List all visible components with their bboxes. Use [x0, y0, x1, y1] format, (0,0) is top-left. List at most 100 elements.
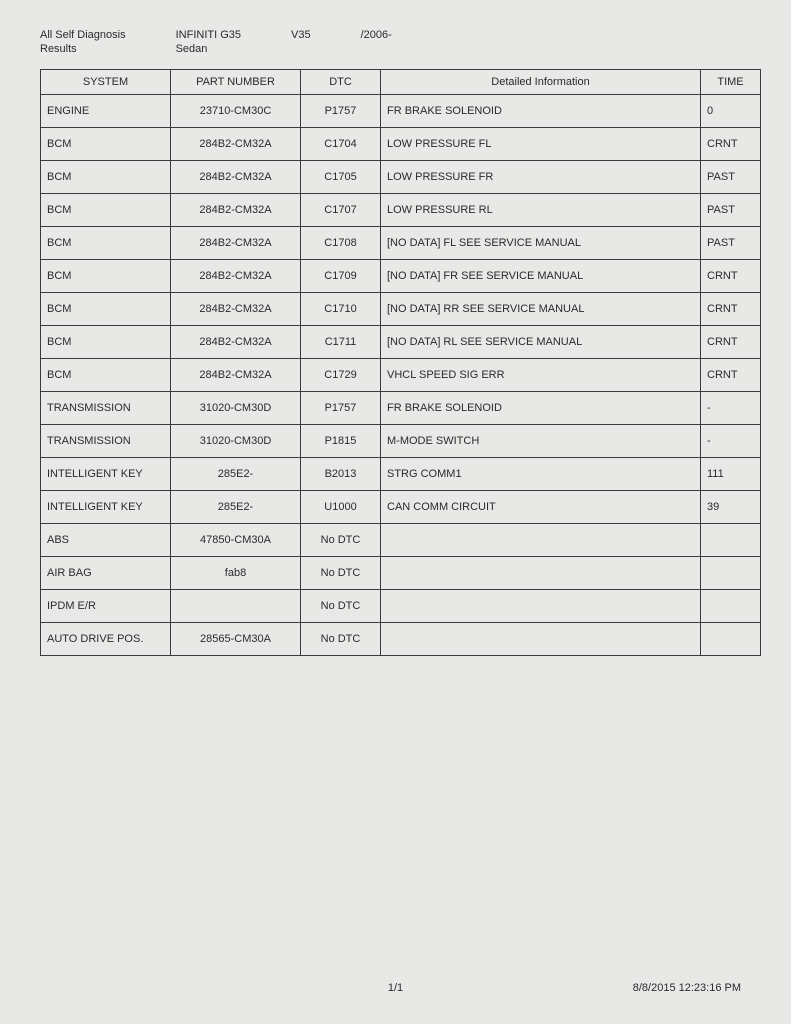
cell-part: 285E2-	[171, 457, 301, 490]
cell-part: fab8	[171, 556, 301, 589]
cell-time: PAST	[701, 226, 761, 259]
table-row: TRANSMISSION31020-CM30DP1815M-MODE SWITC…	[41, 424, 761, 457]
cell-part: 284B2-CM32A	[171, 160, 301, 193]
cell-dtc: C1709	[301, 259, 381, 292]
cell-time: 0	[701, 94, 761, 127]
title-line1: All Self Diagnosis	[40, 28, 126, 42]
cell-time: CRNT	[701, 292, 761, 325]
report-header: All Self Diagnosis Results INFINITI G35 …	[40, 28, 761, 57]
cell-dtc: B2013	[301, 457, 381, 490]
table-row: IPDM E/R No DTC	[41, 589, 761, 622]
cell-part: 284B2-CM32A	[171, 292, 301, 325]
cell-detail: LOW PRESSURE FR	[381, 160, 701, 193]
cell-system: AUTO DRIVE POS.	[41, 622, 171, 655]
cell-time: -	[701, 391, 761, 424]
diagnosis-table: SYSTEM PART NUMBER DTC Detailed Informat…	[40, 69, 761, 656]
cell-system: BCM	[41, 127, 171, 160]
table-row: AIR BAGfab8No DTC	[41, 556, 761, 589]
table-row: BCM284B2-CM32AC1710[NO DATA] RR SEE SERV…	[41, 292, 761, 325]
report-footer: 1/1 8/8/2015 12:23:16 PM	[0, 982, 791, 994]
cell-detail	[381, 523, 701, 556]
col-header-dtc: DTC	[301, 69, 381, 94]
cell-system: TRANSMISSION	[41, 391, 171, 424]
cell-system: IPDM E/R	[41, 589, 171, 622]
title-line2: Results	[40, 42, 126, 56]
vehicle-code-group: V35	[291, 28, 311, 57]
cell-detail: FR BRAKE SOLENOID	[381, 94, 701, 127]
cell-system: BCM	[41, 292, 171, 325]
print-timestamp: 8/8/2015 12:23:16 PM	[633, 982, 741, 994]
table-body: ENGINE23710-CM30CP1757FR BRAKE SOLENOID0…	[41, 94, 761, 655]
cell-time	[701, 589, 761, 622]
col-header-detail: Detailed Information	[381, 69, 701, 94]
cell-system: INTELLIGENT KEY	[41, 490, 171, 523]
cell-system: BCM	[41, 358, 171, 391]
cell-time: CRNT	[701, 358, 761, 391]
cell-part: 284B2-CM32A	[171, 193, 301, 226]
cell-time	[701, 556, 761, 589]
cell-part: 31020-CM30D	[171, 391, 301, 424]
vehicle-make: INFINITI G35	[176, 28, 241, 42]
cell-time: 39	[701, 490, 761, 523]
cell-detail: LOW PRESSURE RL	[381, 193, 701, 226]
table-row: BCM284B2-CM32AC1704LOW PRESSURE FLCRNT	[41, 127, 761, 160]
cell-detail: [NO DATA] FR SEE SERVICE MANUAL	[381, 259, 701, 292]
cell-dtc: U1000	[301, 490, 381, 523]
cell-time: PAST	[701, 160, 761, 193]
vehicle-year: /2006-	[361, 28, 392, 42]
cell-system: AIR BAG	[41, 556, 171, 589]
cell-detail: [NO DATA] RR SEE SERVICE MANUAL	[381, 292, 701, 325]
cell-time: 111	[701, 457, 761, 490]
table-row: BCM284B2-CM32AC1708[NO DATA] FL SEE SERV…	[41, 226, 761, 259]
vehicle-body: Sedan	[176, 42, 241, 56]
cell-part: 28565-CM30A	[171, 622, 301, 655]
cell-detail: FR BRAKE SOLENOID	[381, 391, 701, 424]
cell-system: BCM	[41, 193, 171, 226]
table-row: ENGINE23710-CM30CP1757FR BRAKE SOLENOID0	[41, 94, 761, 127]
cell-detail: LOW PRESSURE FL	[381, 127, 701, 160]
cell-dtc: C1705	[301, 160, 381, 193]
cell-detail	[381, 589, 701, 622]
table-row: AUTO DRIVE POS.28565-CM30ANo DTC	[41, 622, 761, 655]
table-row: BCM284B2-CM32AC1707LOW PRESSURE RLPAST	[41, 193, 761, 226]
cell-system: TRANSMISSION	[41, 424, 171, 457]
table-row: INTELLIGENT KEY285E2-U1000CAN COMM CIRCU…	[41, 490, 761, 523]
cell-part: 284B2-CM32A	[171, 127, 301, 160]
cell-system: INTELLIGENT KEY	[41, 457, 171, 490]
cell-time: CRNT	[701, 127, 761, 160]
vehicle-code: V35	[291, 28, 311, 42]
cell-part: 284B2-CM32A	[171, 259, 301, 292]
cell-dtc: No DTC	[301, 622, 381, 655]
cell-dtc: C1711	[301, 325, 381, 358]
cell-part: 285E2-	[171, 490, 301, 523]
cell-time	[701, 523, 761, 556]
cell-system: ABS	[41, 523, 171, 556]
cell-time: CRNT	[701, 259, 761, 292]
cell-time	[701, 622, 761, 655]
table-row: BCM284B2-CM32AC1711[NO DATA] RL SEE SERV…	[41, 325, 761, 358]
table-row: BCM284B2-CM32AC1729VHCL SPEED SIG ERRCRN…	[41, 358, 761, 391]
cell-dtc: No DTC	[301, 523, 381, 556]
cell-part: 23710-CM30C	[171, 94, 301, 127]
table-row: BCM284B2-CM32AC1709[NO DATA] FR SEE SERV…	[41, 259, 761, 292]
cell-detail: VHCL SPEED SIG ERR	[381, 358, 701, 391]
report-title: All Self Diagnosis Results	[40, 28, 126, 57]
cell-dtc: C1708	[301, 226, 381, 259]
cell-dtc: C1704	[301, 127, 381, 160]
cell-detail: M-MODE SWITCH	[381, 424, 701, 457]
cell-detail	[381, 622, 701, 655]
cell-system: ENGINE	[41, 94, 171, 127]
cell-dtc: No DTC	[301, 589, 381, 622]
cell-time: -	[701, 424, 761, 457]
table-header-row: SYSTEM PART NUMBER DTC Detailed Informat…	[41, 69, 761, 94]
table-row: INTELLIGENT KEY285E2-B2013STRG COMM1111	[41, 457, 761, 490]
table-row: ABS47850-CM30ANo DTC	[41, 523, 761, 556]
cell-dtc: P1757	[301, 94, 381, 127]
col-header-system: SYSTEM	[41, 69, 171, 94]
cell-detail	[381, 556, 701, 589]
table-row: BCM284B2-CM32AC1705LOW PRESSURE FRPAST	[41, 160, 761, 193]
cell-part: 284B2-CM32A	[171, 226, 301, 259]
cell-system: BCM	[41, 325, 171, 358]
cell-detail: CAN COMM CIRCUIT	[381, 490, 701, 523]
col-header-part: PART NUMBER	[171, 69, 301, 94]
